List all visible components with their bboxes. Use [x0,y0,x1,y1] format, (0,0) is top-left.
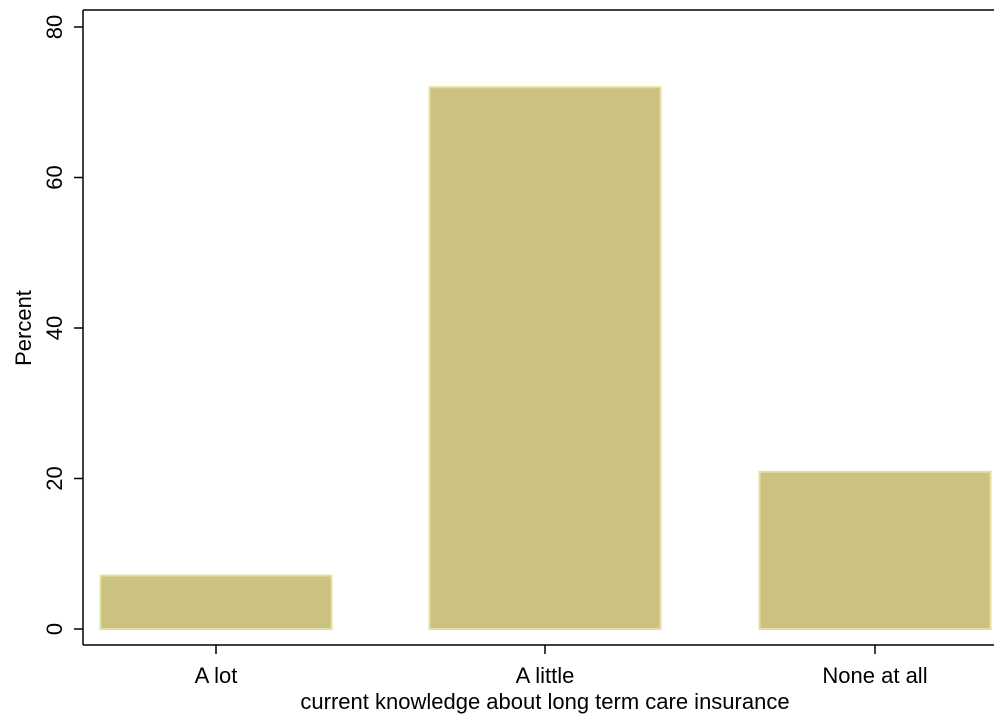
y-axis-title: Percent [11,290,36,366]
y-ticks-group: 0 20 40 60 80 [42,15,83,635]
y-tick-label: 20 [42,466,67,490]
y-tick-label: 40 [42,316,67,340]
y-tick-label: 0 [42,623,67,635]
bar-a-lot [99,574,333,631]
bars-group [99,86,992,631]
x-tick-label: A little [516,663,575,688]
x-ticks-group: A lot A little None at all [195,645,928,688]
x-tick-label: None at all [822,663,927,688]
x-axis-title: current knowledge about long term care i… [300,689,789,714]
y-tick-label: 60 [42,165,67,189]
bar-a-little [428,86,662,630]
bar-none-at-all [758,470,992,631]
x-tick-label: A lot [195,663,238,688]
y-tick-label: 80 [42,15,67,39]
